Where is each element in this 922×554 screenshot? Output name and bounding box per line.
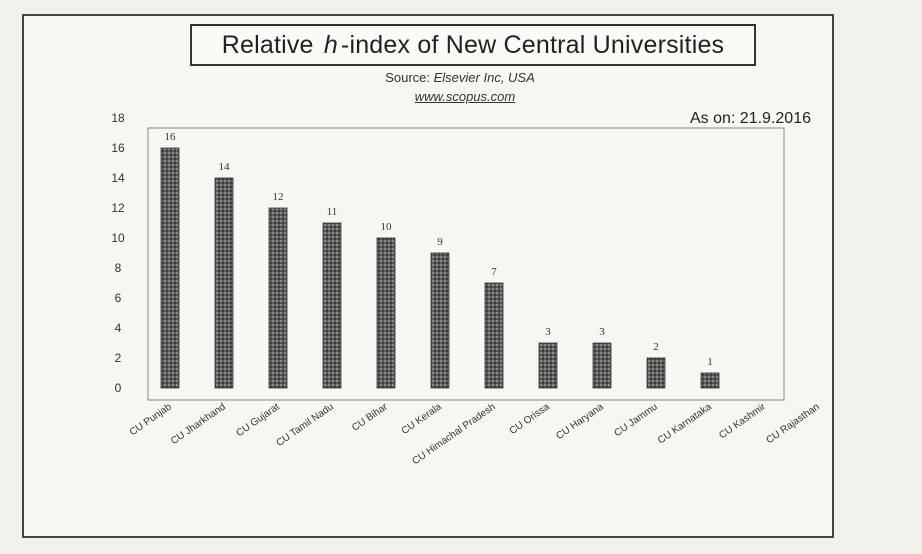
- bar: [538, 342, 558, 389]
- value-label: 9: [437, 236, 443, 248]
- as-on-date: As on: 21.9.2016: [690, 110, 811, 127]
- bar: [700, 372, 720, 389]
- value-label: 12: [273, 191, 284, 203]
- x-tick-label: CU Gujarat: [234, 401, 281, 439]
- x-tick-label: CU Tamil Nadu: [274, 401, 335, 448]
- plot-area: [147, 127, 785, 401]
- y-tick-label: 2: [115, 351, 122, 365]
- value-label: 16: [165, 131, 177, 143]
- x-tick-label: CU Kerala: [400, 401, 444, 437]
- x-tick-label: CU Bihar: [350, 401, 390, 434]
- value-label: 3: [545, 326, 551, 338]
- chart-source: Source: Elsevier Inc, USA: [330, 70, 590, 85]
- value-labels: 16 14 12 11 10 9 7 3 3 2 1: [165, 131, 713, 368]
- value-label: 11: [327, 206, 338, 218]
- value-label: 2: [653, 341, 659, 353]
- x-tick-label: CU Karnataka: [656, 401, 714, 446]
- value-label: 3: [599, 326, 605, 338]
- bar: [592, 342, 612, 389]
- figure-frame: [22, 14, 834, 538]
- x-tick-label: CU Jammu: [612, 401, 659, 439]
- bar: [322, 222, 342, 389]
- bar: [646, 357, 666, 389]
- source-org: Elsevier Inc, USA: [433, 70, 535, 85]
- value-label: 1: [707, 356, 713, 368]
- bars: [160, 147, 720, 389]
- value-label: 7: [491, 266, 497, 278]
- y-tick-label: 4: [115, 321, 122, 335]
- bar: [268, 207, 288, 389]
- bar: [484, 282, 504, 389]
- x-tick-label: CU Rajasthan: [764, 401, 821, 446]
- chart-title-h: h: [323, 30, 338, 59]
- y-tick-label: 6: [115, 291, 122, 305]
- y-tick-label: 16: [111, 141, 125, 155]
- y-tick-label: 12: [111, 201, 125, 215]
- bar: [160, 147, 180, 389]
- x-tick-label: CU Orissa: [508, 401, 552, 437]
- x-tick-label: CU Kashmir: [717, 401, 768, 441]
- x-tick-label: CU Jharkhand: [169, 401, 228, 447]
- chart-title-text: Relative: [221, 30, 321, 59]
- x-tick-label: CU Punjab: [128, 401, 174, 438]
- x-tick-label: CU Haryana: [554, 401, 606, 442]
- y-tick-label: 14: [111, 171, 125, 185]
- bar: [430, 252, 450, 389]
- y-tick-label: 10: [111, 231, 125, 245]
- value-label: 14: [219, 161, 231, 173]
- y-tick-label: 8: [115, 261, 122, 275]
- chart-title: Relative h -index of New Central Universi…: [190, 24, 756, 66]
- value-label: 10: [381, 221, 393, 233]
- y-axis-ticks: 0 2 4 6 8 10 12 14 16 18: [111, 111, 125, 395]
- bar: [214, 177, 234, 389]
- y-tick-label: 0: [115, 381, 122, 395]
- source-label: Source:: [385, 70, 434, 85]
- chart-title-rest: -index of New Central Universities: [340, 30, 725, 59]
- bar: [376, 237, 396, 389]
- source-url: www.scopus.com: [414, 89, 516, 104]
- y-tick-label: 18: [111, 111, 125, 125]
